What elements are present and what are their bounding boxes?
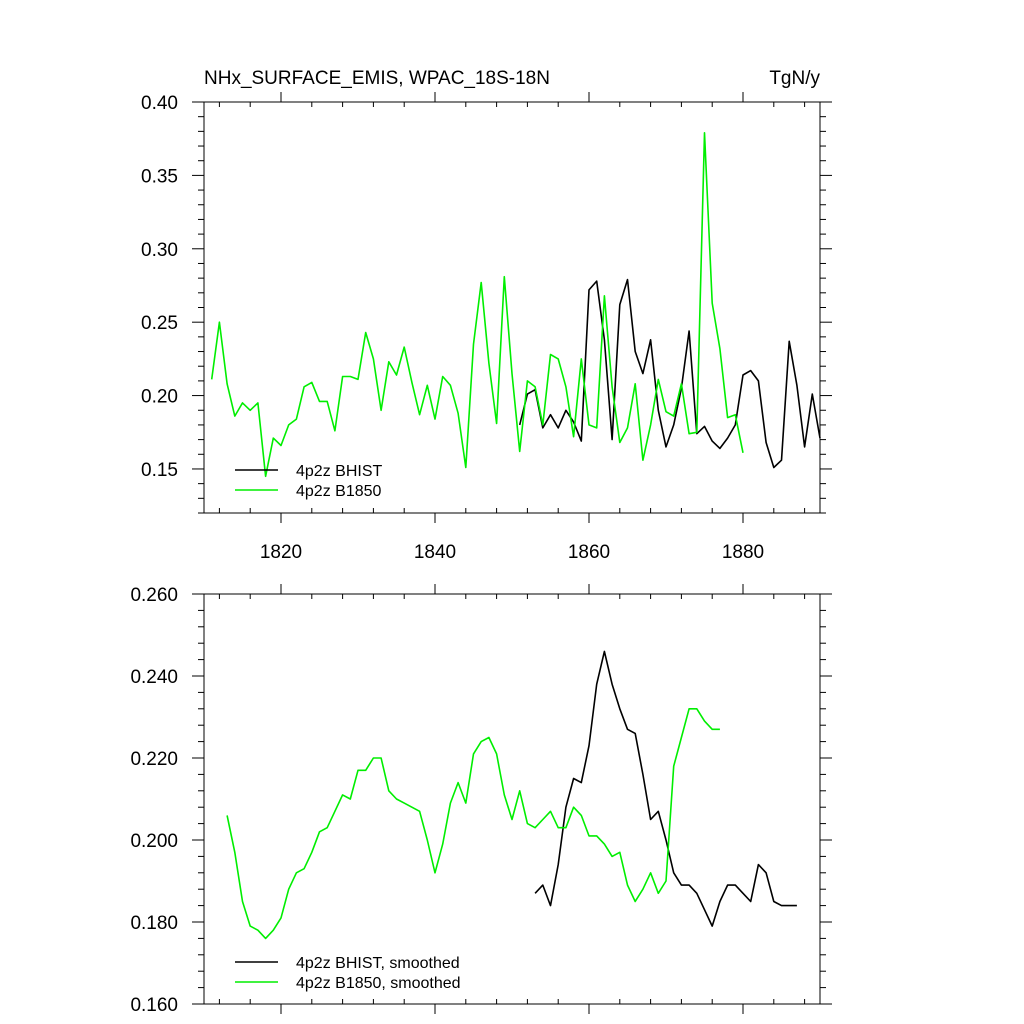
series-line: [226, 707, 720, 940]
y-tick-label: 0.35: [141, 166, 178, 187]
y-tick-label: 0.160: [130, 995, 178, 1016]
bottom-panel: 0.160 0.180 0.200 0.220 0.240 0.260 4p2z BHIST…: [130, 584, 832, 1016]
y-tick-label: 0.30: [141, 240, 178, 261]
x-tick-label: 1860: [568, 542, 610, 563]
y-tick-label: 0.220: [130, 749, 178, 770]
plot-frame: [203, 101, 821, 514]
x-tick-label: 1820: [260, 542, 302, 563]
x-tick-label: 1840: [414, 542, 456, 563]
legend-label: 4p2z B1850, smoothed: [296, 975, 461, 992]
y-tick-label: 0.40: [141, 93, 178, 114]
series-line: [518, 278, 821, 469]
y-tick-label: 0.200: [130, 831, 178, 852]
legend-label: 4p2z B1850: [296, 483, 382, 500]
y-tick-label: 0.260: [130, 585, 178, 606]
chart-units: TgN/y: [769, 68, 820, 89]
y-tick-label: 0.240: [130, 667, 178, 688]
series-line: [534, 650, 797, 927]
y-tick-label: 0.180: [130, 913, 178, 934]
legend-label: 4p2z BHIST: [296, 463, 382, 480]
chart-title: NHx_SURFACE_EMIS, WPAC_18S-18N: [204, 68, 550, 89]
y-tick-label: 0.25: [141, 313, 178, 334]
top-panel: 1820 1840 1860 1880 0.15 0.20 0.25 0.30 0.35 0.40…: [141, 92, 832, 563]
series-line: [210, 132, 744, 478]
legend-label: 4p2z BHIST, smoothed: [296, 955, 460, 972]
plot-frame: [203, 593, 821, 1005]
y-tick-label: 0.20: [141, 387, 178, 408]
y-tick-label: 0.15: [141, 460, 178, 481]
x-tick-label: 1880: [722, 542, 764, 563]
